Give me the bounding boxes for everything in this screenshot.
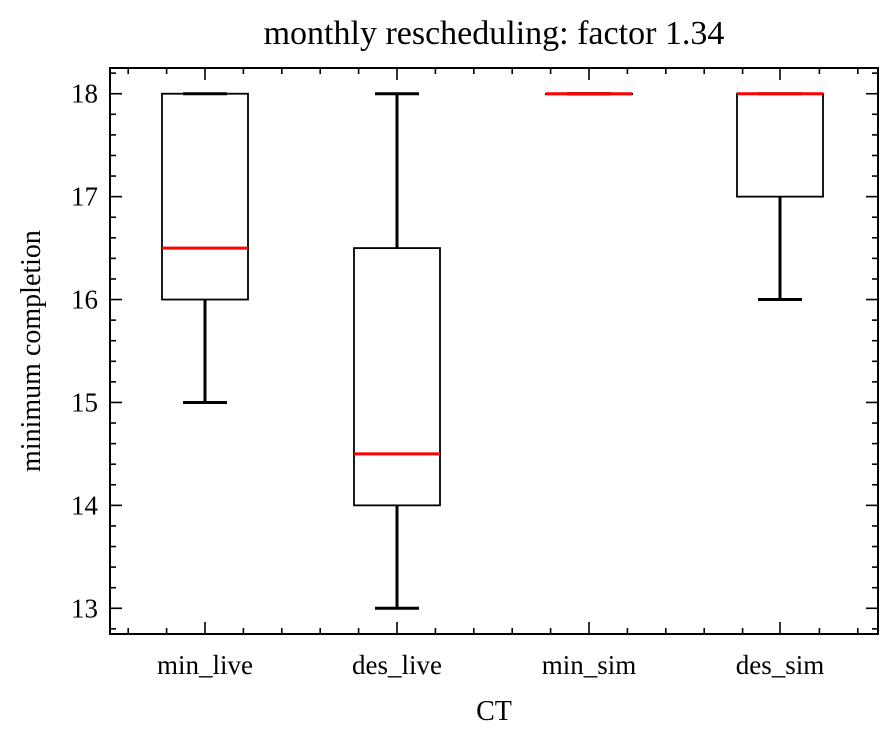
y-tick-label: 13 <box>71 593 98 623</box>
iqr-box <box>736 92 824 198</box>
chart-title: monthly rescheduling: factor 1.34 <box>264 15 725 52</box>
y-axis-label: minimum completion <box>16 230 47 472</box>
x-tick-label: min_live <box>157 650 253 680</box>
x-tick-label: min_sim <box>542 650 637 680</box>
box-min_sim <box>545 92 633 96</box>
y-tick-label: 15 <box>71 387 98 417</box>
plot-frame <box>109 67 879 635</box>
y-tick-label: 14 <box>71 490 99 520</box>
box-des_sim <box>736 92 824 302</box>
plot-area: 13 14 15 16 17 18 min_live des_live min_sim des_s… <box>71 68 878 680</box>
y-tick-label: 18 <box>71 79 98 109</box>
iqr-box <box>353 247 441 507</box>
x-axis-label: CT <box>476 696 512 727</box>
x-tick-label: des_live <box>352 650 442 680</box>
iqr-box <box>161 92 249 301</box>
x-tick-label: des_sim <box>736 650 825 680</box>
y-tick-label: 17 <box>71 182 98 212</box>
box-min_live <box>161 92 249 404</box>
box-des_live <box>353 92 441 610</box>
y-tick-label: 16 <box>71 285 98 315</box>
